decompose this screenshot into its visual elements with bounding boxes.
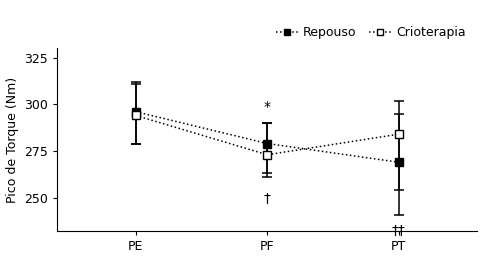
Legend: Repouso, Crioterapia: Repouso, Crioterapia (270, 21, 471, 44)
Y-axis label: Pico de Torque (Nm): Pico de Torque (Nm) (6, 77, 18, 203)
Text: ††: †† (392, 224, 406, 238)
Text: †: † (264, 192, 270, 206)
Text: *: * (264, 100, 271, 114)
